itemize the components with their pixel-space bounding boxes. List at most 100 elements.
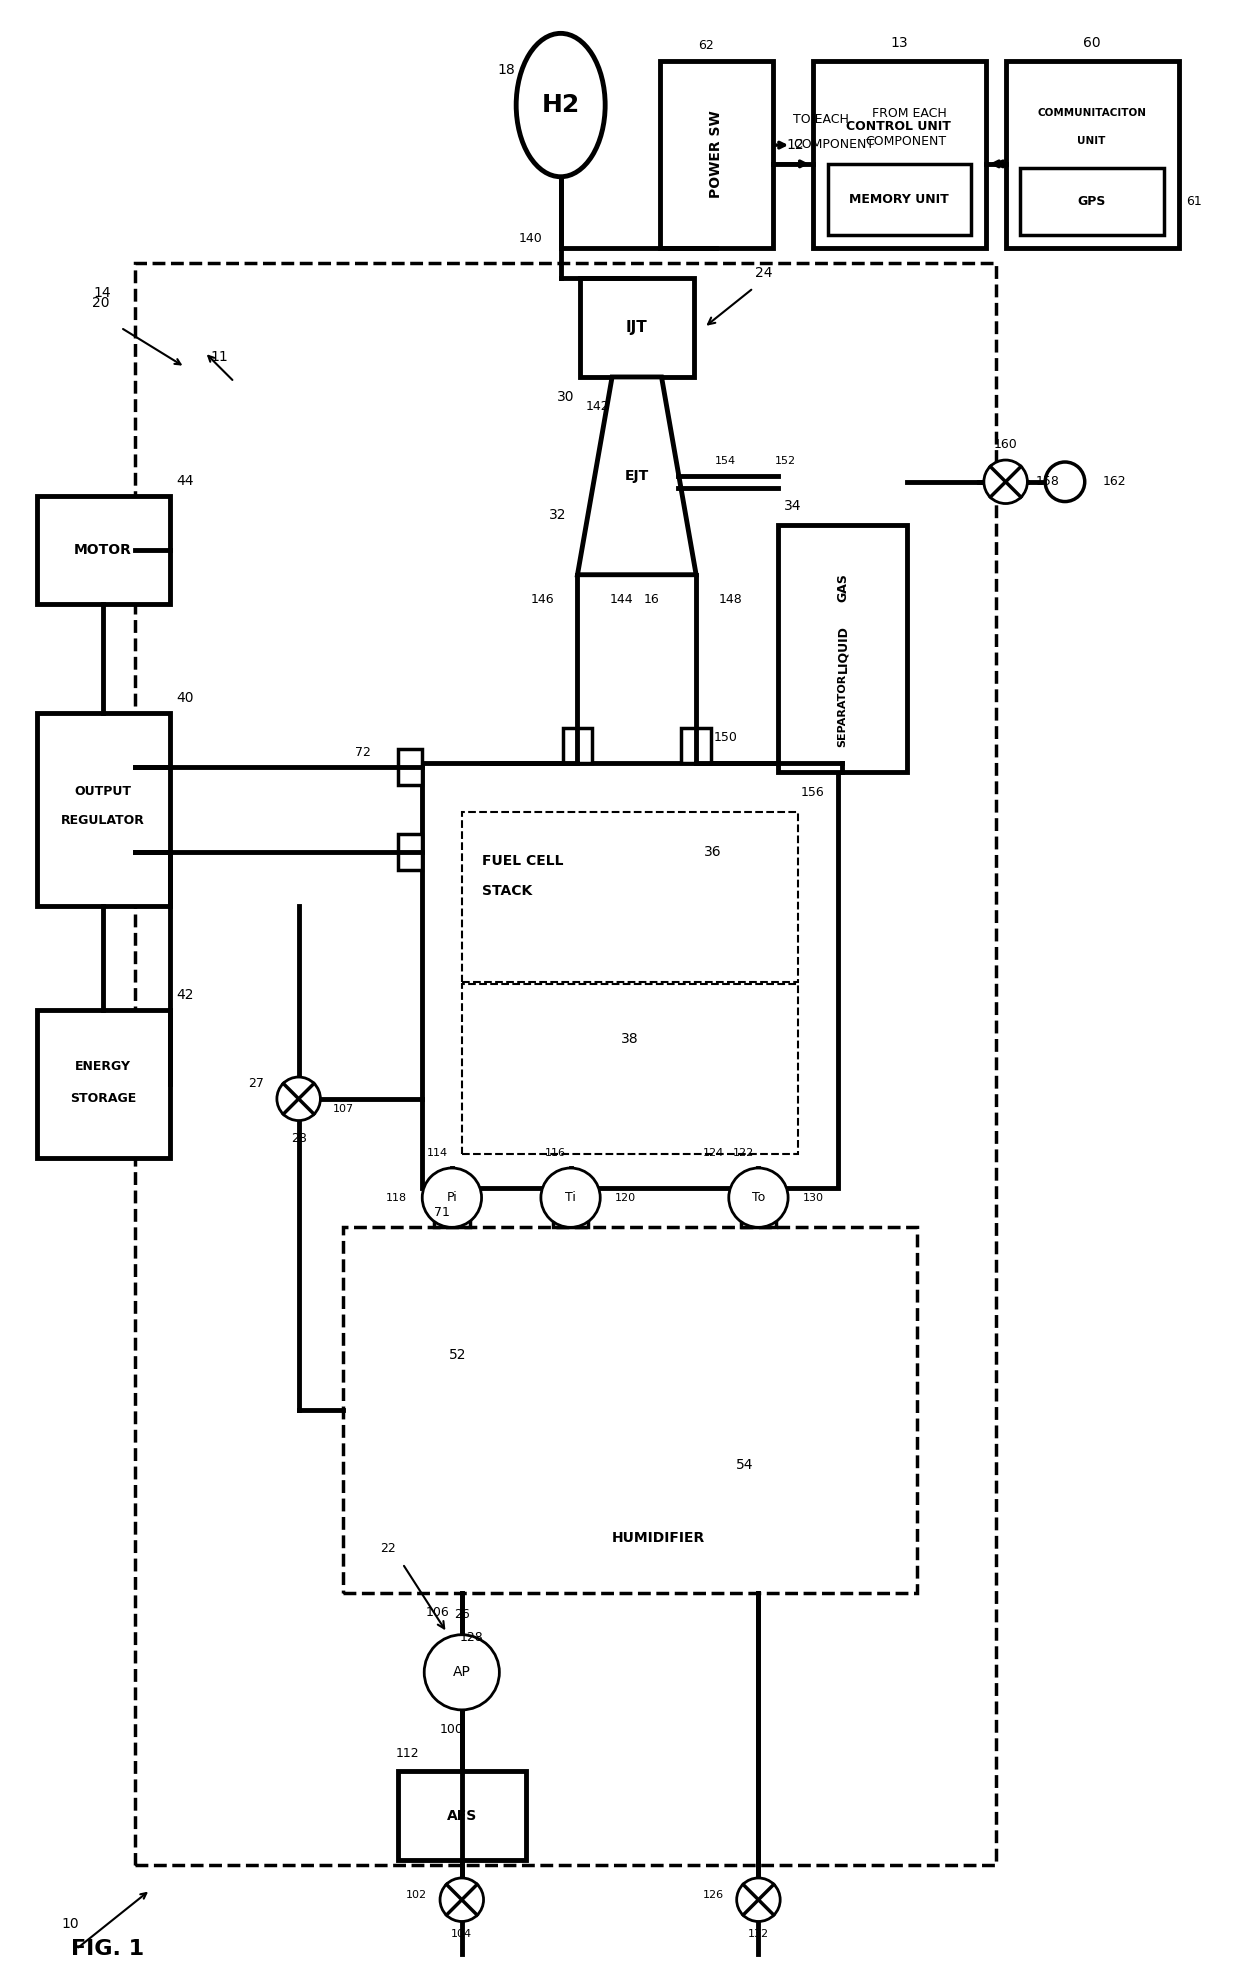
Text: H2: H2 bbox=[542, 93, 580, 117]
Text: 44: 44 bbox=[176, 474, 193, 488]
Text: UNIT: UNIT bbox=[1078, 137, 1106, 147]
Text: 126: 126 bbox=[703, 1890, 724, 1900]
Text: LIQUID: LIQUID bbox=[836, 625, 849, 673]
Text: 52: 52 bbox=[449, 1348, 466, 1362]
Text: 144: 144 bbox=[610, 594, 634, 605]
Text: HUMIDIFIER: HUMIDIFIER bbox=[611, 1530, 706, 1544]
Circle shape bbox=[423, 1167, 481, 1227]
Text: 112: 112 bbox=[396, 1747, 419, 1761]
Circle shape bbox=[440, 1878, 484, 1921]
Text: IJT: IJT bbox=[626, 320, 647, 335]
Text: 22: 22 bbox=[379, 1542, 396, 1554]
Circle shape bbox=[541, 1167, 600, 1227]
Text: 72: 72 bbox=[355, 746, 371, 758]
Text: STACK: STACK bbox=[481, 883, 532, 897]
Text: FIG. 1: FIG. 1 bbox=[71, 1939, 144, 1959]
Text: ENERGY: ENERGY bbox=[74, 1060, 131, 1072]
Bar bbox=[398, 750, 423, 784]
Text: MOTOR: MOTOR bbox=[74, 544, 131, 558]
Text: 28: 28 bbox=[290, 1131, 306, 1145]
Polygon shape bbox=[578, 377, 696, 576]
Text: COMPONENT: COMPONENT bbox=[866, 135, 946, 147]
Bar bbox=[827, 165, 971, 236]
Bar bbox=[779, 526, 906, 772]
Bar bbox=[423, 762, 837, 1187]
Text: 18: 18 bbox=[497, 64, 515, 77]
Text: 54: 54 bbox=[735, 1459, 754, 1473]
Bar bbox=[434, 1187, 470, 1227]
Text: GAS: GAS bbox=[836, 572, 849, 601]
Text: 14: 14 bbox=[93, 286, 110, 300]
Text: GPS: GPS bbox=[1078, 195, 1106, 208]
Text: 10: 10 bbox=[61, 1918, 79, 1931]
Text: Ti: Ti bbox=[565, 1191, 577, 1205]
Bar bbox=[37, 1010, 170, 1157]
Text: 62: 62 bbox=[698, 40, 714, 52]
Bar bbox=[37, 496, 170, 603]
Text: AP: AP bbox=[453, 1665, 471, 1679]
Bar bbox=[563, 728, 593, 762]
Bar bbox=[1006, 62, 1179, 248]
Text: 16: 16 bbox=[644, 594, 660, 605]
Text: 124: 124 bbox=[703, 1147, 724, 1157]
Bar bbox=[461, 985, 799, 1153]
Circle shape bbox=[737, 1878, 780, 1921]
Text: 154: 154 bbox=[715, 457, 737, 466]
Text: 132: 132 bbox=[748, 1929, 769, 1939]
Text: 34: 34 bbox=[784, 498, 802, 512]
Text: MEMORY UNIT: MEMORY UNIT bbox=[849, 193, 949, 206]
Text: 26: 26 bbox=[454, 1608, 470, 1622]
Text: 107: 107 bbox=[334, 1104, 355, 1114]
Text: 40: 40 bbox=[176, 691, 193, 705]
Text: 146: 146 bbox=[531, 594, 554, 605]
Text: 13: 13 bbox=[890, 36, 908, 50]
Text: 116: 116 bbox=[546, 1147, 567, 1157]
Text: 12: 12 bbox=[786, 139, 804, 153]
Bar bbox=[398, 1771, 526, 1860]
Text: 60: 60 bbox=[1083, 36, 1100, 50]
Text: 71: 71 bbox=[434, 1207, 450, 1219]
Text: 120: 120 bbox=[615, 1193, 636, 1203]
Bar bbox=[660, 62, 774, 248]
Text: COMPONENT: COMPONENT bbox=[794, 139, 874, 151]
Bar bbox=[461, 812, 799, 983]
Circle shape bbox=[277, 1078, 320, 1122]
Text: 148: 148 bbox=[719, 594, 743, 605]
Text: SEPARATOR: SEPARATOR bbox=[837, 675, 847, 746]
Text: 114: 114 bbox=[427, 1147, 448, 1157]
Circle shape bbox=[1045, 463, 1085, 502]
Text: Pi: Pi bbox=[446, 1191, 458, 1205]
Text: 160: 160 bbox=[993, 439, 1018, 451]
Bar bbox=[740, 1187, 776, 1227]
Bar bbox=[812, 62, 986, 248]
Text: 32: 32 bbox=[549, 508, 567, 522]
Ellipse shape bbox=[516, 34, 605, 177]
Text: STORAGE: STORAGE bbox=[69, 1092, 136, 1106]
Text: 30: 30 bbox=[557, 389, 574, 403]
Text: 36: 36 bbox=[704, 844, 722, 860]
Text: 128: 128 bbox=[460, 1632, 484, 1644]
Text: OUTPUT: OUTPUT bbox=[74, 784, 131, 798]
Text: 42: 42 bbox=[176, 989, 193, 1002]
Text: COMMUNITACITON: COMMUNITACITON bbox=[1037, 107, 1146, 119]
Text: 142: 142 bbox=[585, 401, 609, 413]
Text: REGULATOR: REGULATOR bbox=[61, 814, 145, 828]
Text: 61: 61 bbox=[1185, 195, 1202, 208]
Text: 150: 150 bbox=[714, 730, 738, 744]
Circle shape bbox=[729, 1167, 789, 1227]
Bar bbox=[553, 1187, 588, 1227]
Text: FUEL CELL: FUEL CELL bbox=[481, 854, 563, 869]
Text: 152: 152 bbox=[775, 457, 796, 466]
Bar bbox=[580, 278, 694, 377]
Text: AFS: AFS bbox=[446, 1808, 477, 1822]
Circle shape bbox=[424, 1636, 500, 1709]
Bar bbox=[398, 834, 423, 869]
Text: 130: 130 bbox=[804, 1193, 823, 1203]
Text: 27: 27 bbox=[248, 1078, 264, 1090]
Bar bbox=[1021, 167, 1164, 236]
Text: CONTROL UNIT: CONTROL UNIT bbox=[847, 119, 951, 133]
Text: 140: 140 bbox=[520, 232, 543, 244]
Text: 38: 38 bbox=[621, 1032, 639, 1046]
Text: 156: 156 bbox=[801, 786, 825, 798]
Text: 122: 122 bbox=[733, 1147, 754, 1157]
